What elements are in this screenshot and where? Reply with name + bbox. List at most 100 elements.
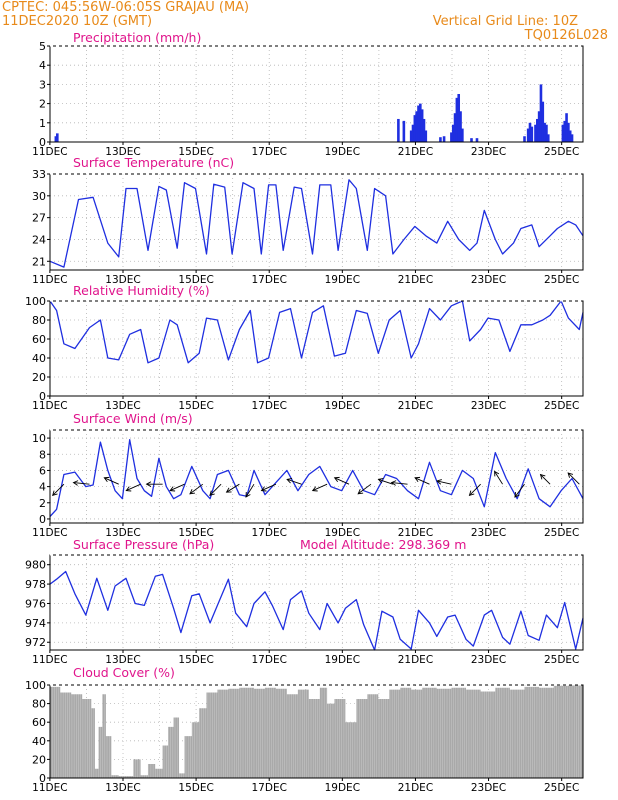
x-tick-label: 25DEC: [544, 146, 579, 158]
y-tick-label: 30: [32, 190, 46, 203]
precip-bar: [561, 124, 565, 142]
y-tick-label: 978: [25, 578, 46, 591]
wind-vector-head: [539, 473, 546, 480]
panel-frame: [49, 300, 584, 397]
wind-vector: [261, 483, 277, 491]
wind-vector: [245, 483, 255, 498]
precip-bar: [451, 124, 455, 142]
panel-frame: [49, 45, 584, 143]
wind-vector-head: [225, 487, 232, 493]
y-tick-label: 60: [32, 716, 46, 729]
wind-vector-head: [209, 490, 215, 497]
x-tick-label: 21DEC: [398, 400, 433, 412]
model-id: TQ0126L028: [524, 28, 608, 43]
precip-bar: [541, 101, 545, 142]
wind-vector-head: [52, 490, 58, 497]
wind-vector-head: [390, 480, 397, 486]
wind-vector: [378, 478, 394, 485]
x-tick-label: 25DEC: [544, 400, 579, 412]
panel-annotation: Model Altitude: 298.369 m: [300, 537, 466, 552]
y-tick-label: 4: [39, 59, 46, 72]
x-tick-label: 11DEC: [32, 274, 67, 286]
panel-title: Relative Humidity (%): [73, 283, 210, 298]
x-tick-label: 11DEC: [32, 146, 67, 158]
y-tick-label: 20: [32, 753, 46, 766]
precip-bar: [422, 118, 426, 142]
precip-bar: [570, 134, 574, 142]
x-tick-label: 17DEC: [252, 527, 287, 539]
precip-bar: [424, 130, 428, 142]
precip-bar: [402, 120, 406, 142]
wind-vector-head: [377, 478, 384, 484]
y-tick-label: 10: [32, 432, 46, 445]
x-tick-label: 15DEC: [178, 527, 213, 539]
x-tick-label: 13DEC: [105, 654, 140, 666]
wind-vector-head: [494, 470, 500, 477]
series-line: [49, 439, 584, 517]
wind-vector-head: [468, 490, 475, 497]
y-tick-label: 972: [25, 636, 46, 649]
wind-vector-head: [189, 489, 196, 495]
wind-vector: [52, 483, 65, 496]
y-tick-label: 40: [32, 735, 46, 748]
x-tick-label: 19DEC: [325, 654, 360, 666]
precip-bar: [409, 130, 413, 142]
wind-vector-head: [72, 480, 79, 486]
y-tick-label: 21: [32, 255, 46, 268]
series-line: [49, 570, 584, 651]
station-info: CPTEC: 045:56W-06:05S GRAJAU (MA): [2, 0, 250, 15]
x-tick-label: 11DEC: [32, 400, 67, 412]
x-tick-label: 23DEC: [471, 400, 506, 412]
y-tick-label: 2: [39, 98, 46, 111]
x-tick-label: 13DEC: [105, 400, 140, 412]
panel-title: Precipitation (mm/h): [73, 30, 201, 45]
wind-vector: [334, 477, 350, 485]
wind-vector-head: [414, 476, 421, 483]
series-line: [49, 179, 584, 268]
precip-bar: [528, 122, 532, 142]
x-tick-label: 19DEC: [325, 146, 360, 158]
wind-vector: [73, 482, 90, 485]
wind-vector-head: [436, 479, 442, 485]
x-tick-label: 17DEC: [252, 400, 287, 412]
x-tick-label: 15DEC: [178, 146, 213, 158]
wind-vector: [126, 483, 141, 491]
y-tick-label: 6: [39, 464, 46, 477]
wind-vector-head: [245, 491, 251, 498]
y-tick-label: 974: [25, 617, 46, 630]
y-tick-label: 60: [32, 333, 46, 346]
y-tick-label: 80: [32, 698, 46, 711]
x-tick-label: 11DEC: [32, 527, 67, 539]
x-tick-label: 21DEC: [398, 527, 433, 539]
x-tick-label: 17DEC: [252, 146, 287, 158]
y-tick-label: 33: [32, 168, 46, 181]
precip-bar: [54, 136, 58, 142]
wind-vector-head: [567, 472, 574, 478]
wind-vector: [514, 483, 525, 498]
wind-vector-head: [169, 486, 176, 492]
chart-header: CPTEC: 045:56W-06:05S GRAJAU (MA) 11DEC2…: [0, 0, 618, 44]
precip-bar: [417, 105, 420, 142]
wind-vector: [414, 477, 430, 485]
precip-bar: [415, 111, 418, 142]
cloud-cover-area: [50, 685, 583, 778]
precip-bar: [411, 124, 415, 142]
x-tick-label: 21DEC: [398, 274, 433, 286]
precip-bar: [442, 136, 446, 142]
x-tick-label: 19DEC: [325, 527, 360, 539]
y-tick-label: 80: [32, 314, 46, 327]
precip-bar: [461, 128, 464, 142]
y-tick-label: 40: [32, 352, 46, 365]
precip-bar: [534, 124, 537, 142]
wind-vector: [567, 472, 580, 485]
y-tick-label: 20: [32, 371, 46, 384]
precip-bar: [530, 126, 534, 142]
y-tick-label: 1: [39, 117, 46, 130]
precip-bar: [413, 115, 417, 142]
x-tick-label: 23DEC: [471, 146, 506, 158]
x-tick-label: 17DEC: [252, 274, 287, 286]
wind-vector-head: [286, 478, 293, 484]
y-tick-label: 3: [39, 78, 46, 91]
precip-bar: [568, 130, 572, 142]
